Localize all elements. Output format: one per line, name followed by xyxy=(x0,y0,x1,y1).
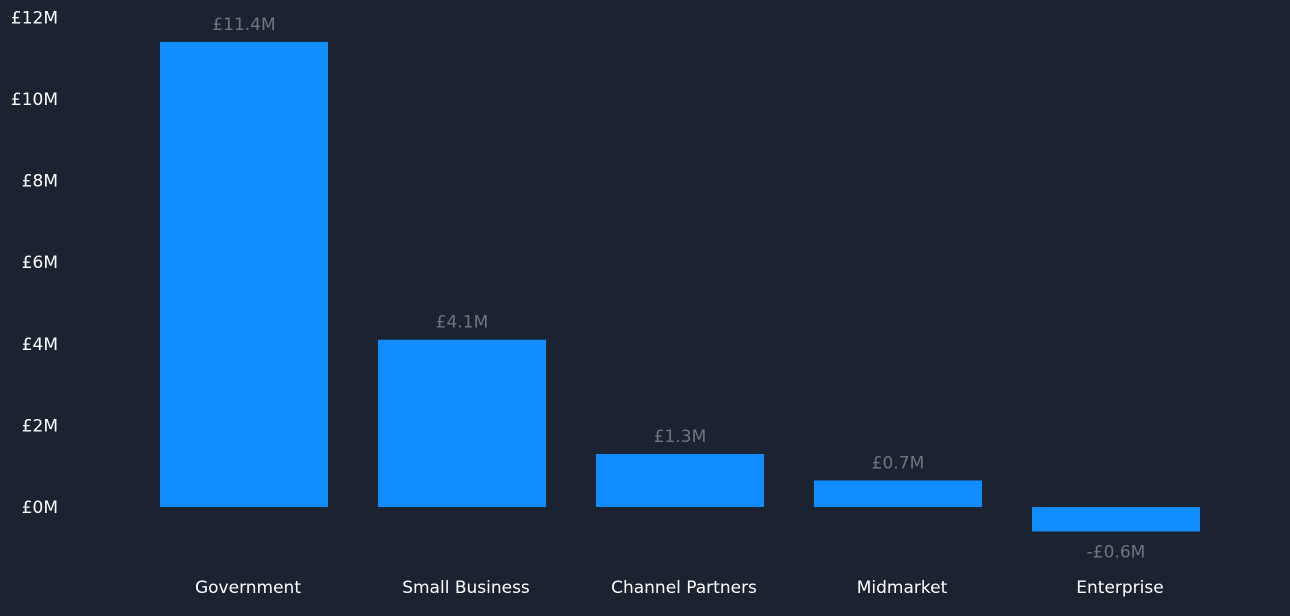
data-label: -£0.6M xyxy=(1087,542,1146,562)
bar-midmarket[interactable] xyxy=(814,480,982,507)
x-category-label: Channel Partners xyxy=(611,578,757,598)
bar-channel-partners[interactable] xyxy=(596,453,764,507)
data-labels-group: £11.4M £4.1M £1.3M £0.7M -£0.6M xyxy=(212,15,1145,563)
y-tick-label: £8M xyxy=(22,172,58,192)
x-axis: Government Small Business Channel Partners… xyxy=(195,578,1164,598)
x-category-label: Enterprise xyxy=(1076,578,1163,598)
y-tick-label: £6M xyxy=(22,253,58,273)
y-tick-label: £0M xyxy=(22,498,58,518)
data-label: £11.4M xyxy=(212,15,275,35)
x-category-label: Government xyxy=(195,578,301,598)
data-label: £0.7M xyxy=(872,453,925,473)
y-tick-label: £4M xyxy=(22,335,58,355)
bar-enterprise[interactable] xyxy=(1032,507,1200,532)
bar-government[interactable] xyxy=(160,41,328,507)
y-axis: £0M £2M £4M £6M £8M £10M £12M xyxy=(11,8,58,518)
bar-small-business[interactable] xyxy=(378,339,546,507)
data-label: £1.3M xyxy=(654,427,707,447)
y-tick-label: £2M xyxy=(22,416,58,436)
bars-group xyxy=(160,41,1200,532)
x-category-label: Midmarket xyxy=(857,578,948,598)
y-tick-label: £12M xyxy=(11,8,58,28)
x-category-label: Small Business xyxy=(402,578,530,598)
y-tick-label: £10M xyxy=(11,90,58,110)
data-label: £4.1M xyxy=(436,313,489,333)
